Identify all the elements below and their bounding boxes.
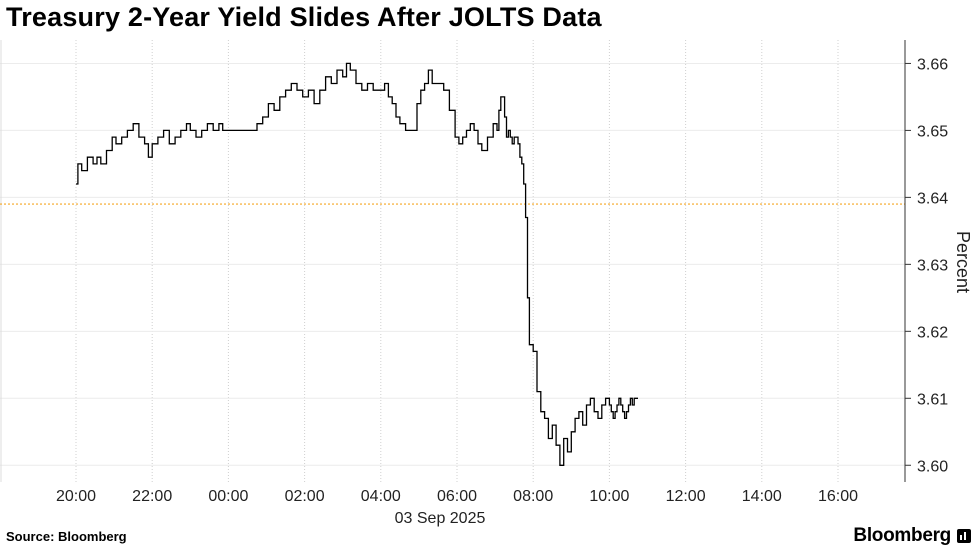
y-axis-label: Percent [953,231,973,293]
x-tick-label: 10:00 [589,488,629,505]
x-tick-label: 12:00 [666,488,706,505]
y-tick-label: 3.64 [917,190,948,207]
bloomberg-terminal-icon [957,529,971,543]
yield-series-line [76,62,638,466]
y-tick-labels: 3.60 3.61 3.62 3.63 3.64 3.65 3.66 [917,56,948,475]
x-tick-label: 20:00 [56,488,96,505]
gridlines [0,40,905,482]
x-tick-label: 02:00 [285,488,325,505]
x-date-label: 03 Sep 2025 [395,510,486,527]
x-tick-label: 16:00 [818,488,858,505]
x-tick-label: 00:00 [208,488,248,505]
x-tick-label: 14:00 [742,488,782,505]
chart-title: Treasury 2-Year Yield Slides After JOLTS… [6,2,602,32]
brand-name: Bloomberg [853,525,951,546]
x-tick-label: 22:00 [132,488,172,505]
x-tick-label: 08:00 [513,488,553,505]
y-tick-label: 3.62 [917,324,948,341]
axes-group [904,40,911,482]
y-tick-label: 3.60 [917,458,948,475]
source-note: Source: Bloomberg [6,529,127,544]
x-tick-label: 06:00 [437,488,477,505]
brand-logo: Bloomberg [853,525,971,547]
y-tick-label: 3.66 [917,56,948,73]
y-tick-label: 3.63 [917,257,948,274]
x-tick-labels: 20:00 22:00 00:00 02:00 04:00 06:00 08:00 10:00… [56,488,858,505]
series-group [76,62,638,466]
x-tick-label: 04:00 [361,488,401,505]
y-tick-label: 3.61 [917,391,948,408]
y-tick-label: 3.65 [917,123,948,140]
